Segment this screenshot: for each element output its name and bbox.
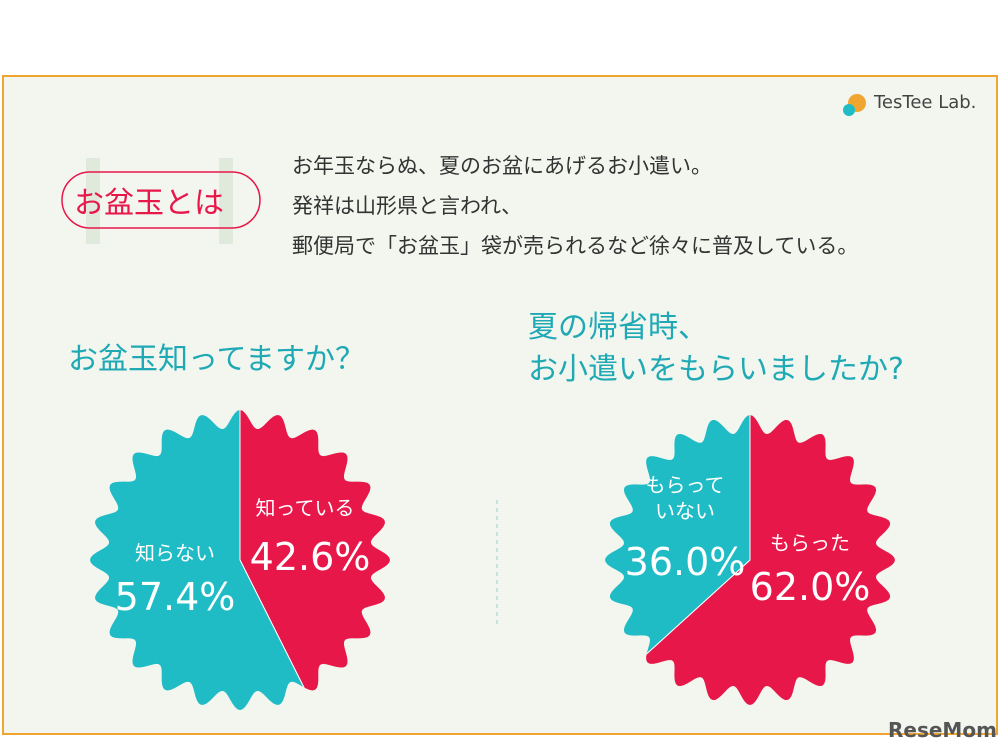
description: お年玉ならぬ、夏のお盆にあげるお小遣い。	[292, 154, 712, 178]
value-label: 36.0%	[624, 540, 746, 584]
value-label: 42.6%	[249, 535, 371, 579]
decor	[86, 158, 100, 244]
heading: お盆玉とは	[74, 186, 224, 221]
logo-icon	[843, 104, 855, 116]
heading-badge	[61, 171, 261, 229]
value-label: 62.0%	[749, 565, 871, 609]
description: 発祥は山形県と言われ、	[292, 194, 523, 218]
watermark: ReseMom	[888, 718, 997, 742]
value-label: 57.4%	[114, 575, 236, 619]
slice-label: もらっていない	[645, 473, 725, 523]
chart-title: お盆玉知ってますか？	[68, 342, 365, 377]
slice-label: 知らない	[135, 541, 215, 565]
chart-title: お小遣いをもらいましたか?	[528, 352, 904, 387]
decor	[219, 158, 233, 244]
description: 郵便局で「お盆玉」袋が売られるなど徐々に普及している。	[292, 234, 859, 258]
slice-label: もらった	[770, 531, 850, 555]
brand: TesTee Lab.	[874, 92, 977, 113]
chart-title: 夏の帰省時、	[528, 310, 708, 345]
slice-label: 知っている	[255, 496, 355, 520]
